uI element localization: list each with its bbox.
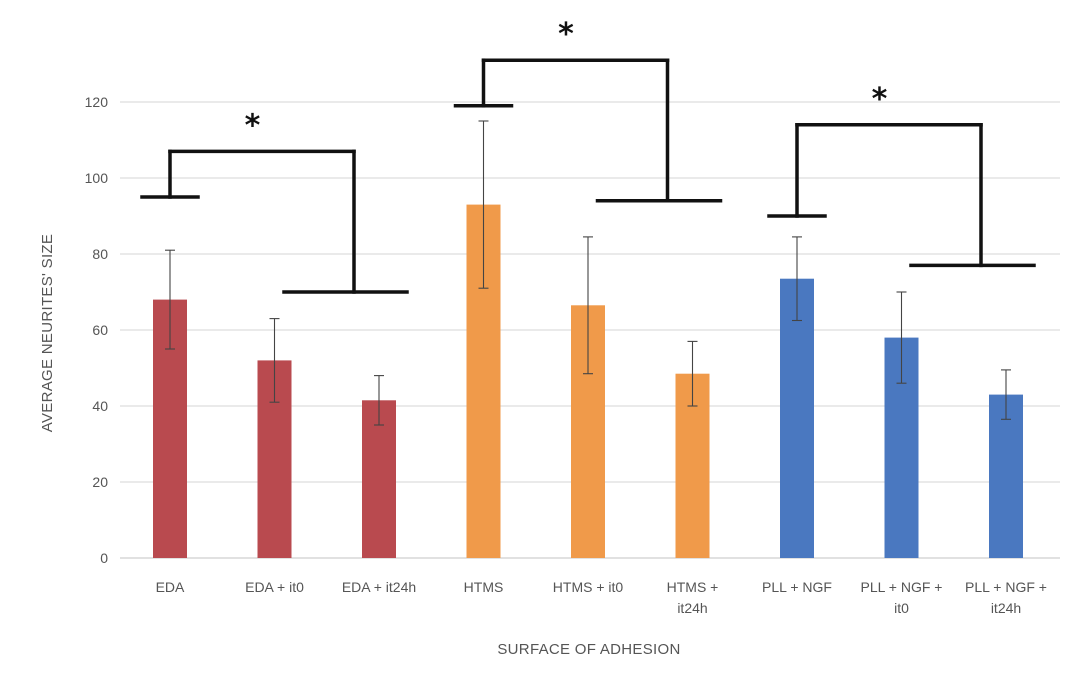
significance-star: * — [872, 82, 888, 117]
x-category-label: HTMS + it0 — [553, 579, 624, 595]
x-category-label: EDA + it0 — [245, 579, 304, 595]
error-bars — [165, 120, 1011, 426]
x-category-label: EDA + it24h — [342, 579, 416, 595]
x-category-label: HTMS — [464, 579, 504, 595]
significance-star: * — [245, 108, 261, 143]
significance-star: * — [558, 17, 574, 52]
x-category-label: PLL + NGF + — [861, 579, 943, 595]
x-category-label: it24h — [991, 600, 1021, 616]
y-tick-label: 0 — [100, 550, 108, 566]
bar — [780, 278, 814, 558]
y-axis-ticks: 0 20 40 60 80 100 120 — [85, 94, 109, 566]
y-tick-label: 20 — [92, 474, 108, 490]
x-category-label: HTMS + — [667, 579, 719, 595]
x-category-label: it24h — [677, 600, 707, 616]
y-tick-label: 120 — [85, 94, 109, 110]
x-category-label: PLL + NGF + — [965, 579, 1047, 595]
y-tick-label: 60 — [92, 322, 108, 338]
x-axis-categories: EDA EDA + it0 EDA + it24h HTMS HTMS + it0 HTM… — [156, 579, 1047, 616]
bar — [989, 394, 1023, 558]
y-tick-label: 40 — [92, 398, 108, 414]
x-category-label: EDA — [156, 579, 185, 595]
x-category-label: PLL + NGF — [762, 579, 832, 595]
significance-brackets: * * * — [140, 17, 1036, 294]
y-tick-label: 80 — [92, 246, 108, 262]
x-axis-title: SURFACE OF ADHESION — [497, 641, 680, 658]
y-axis-title: AVERAGE NEURITES' SIZE — [39, 234, 56, 432]
y-tick-label: 100 — [85, 170, 109, 186]
x-category-label: it0 — [894, 600, 909, 616]
bar — [362, 400, 396, 558]
